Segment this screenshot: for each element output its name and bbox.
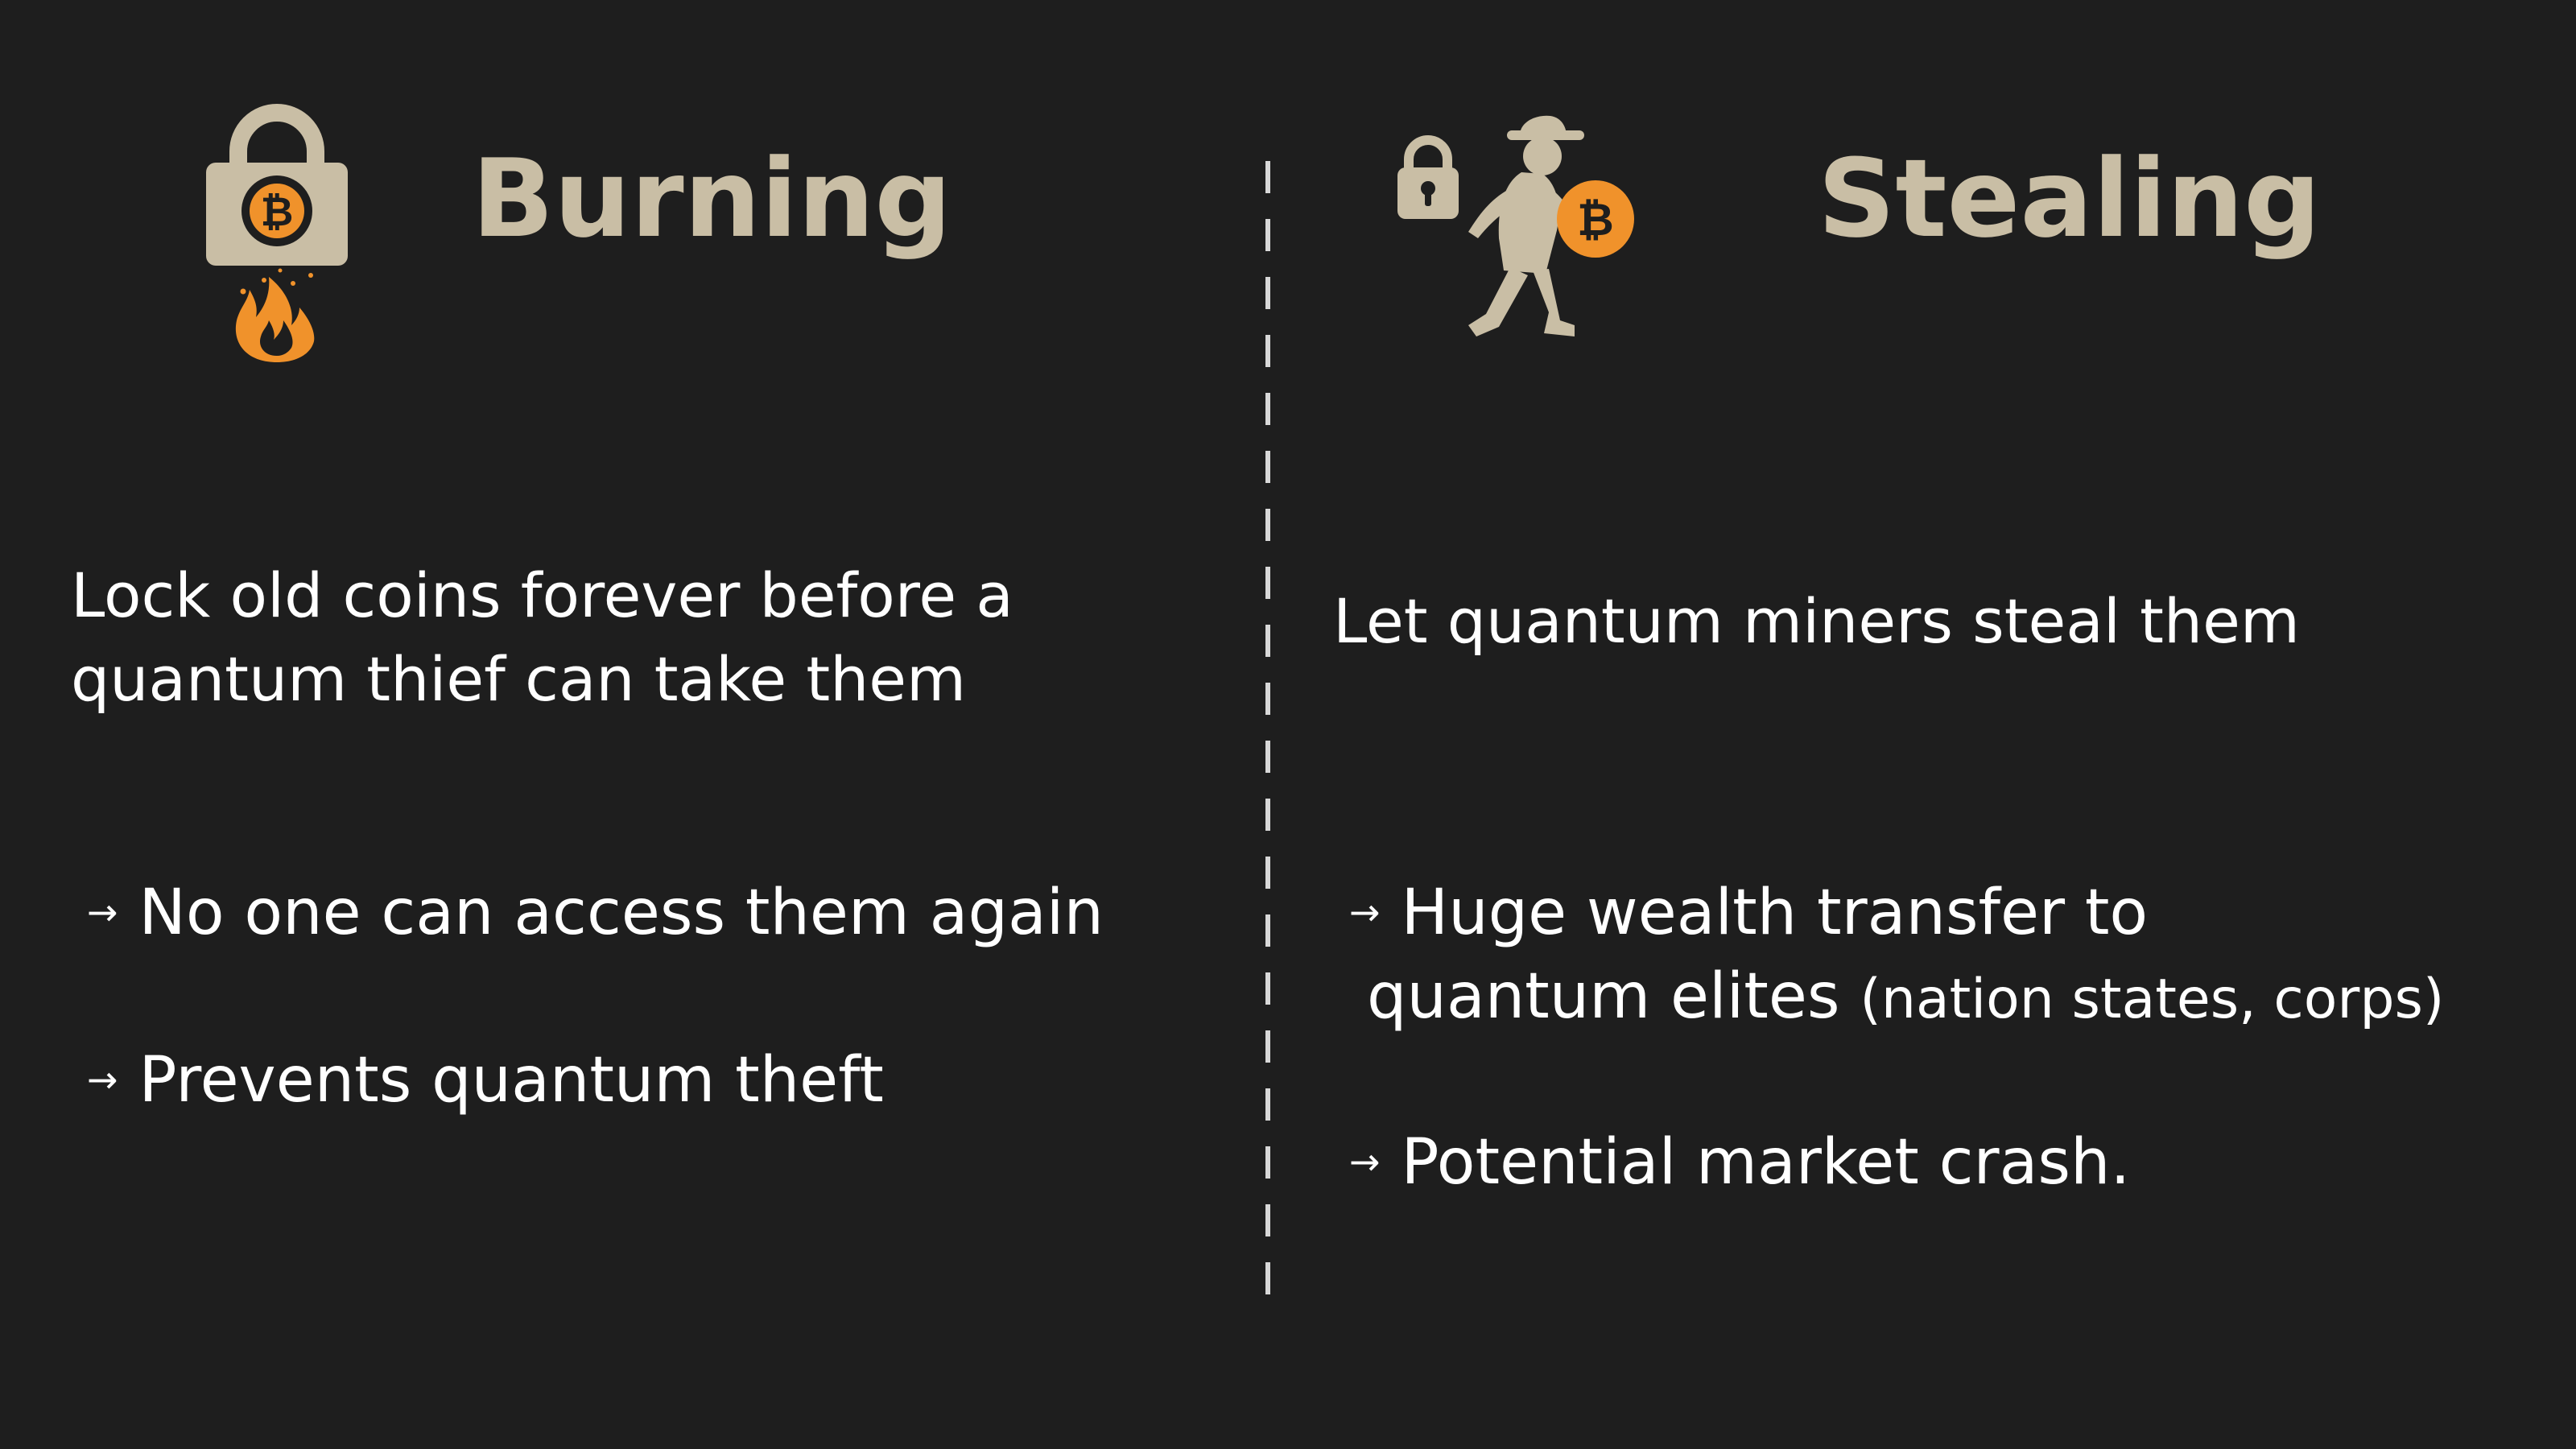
svg-text:₿: ₿ (1577, 194, 1614, 246)
stealing-bullet-1: → Huge wealth transfer to (1349, 871, 2148, 959)
stealing-bullet-1-note: (nation states, corps) (1860, 968, 2445, 1031)
thief-with-bitcoin-icon: ₿ (1397, 115, 1634, 336)
stealing-description: Let quantum miners steal them (1333, 585, 2300, 657)
stealing-bullet-1-continuation: quantum elites (nation states, corps) (1367, 955, 2444, 1042)
arrow-icon: → (1349, 1139, 1381, 1183)
svg-text:₿: ₿ (261, 188, 294, 235)
arrow-icon: → (87, 890, 118, 934)
stealing-bullet-2: → Potential market crash. (1349, 1121, 2130, 1208)
stealing-bullet-1-line-1: Huge wealth transfer to (1401, 877, 2149, 949)
column-divider (1265, 161, 1270, 1296)
arrow-icon: → (1349, 890, 1381, 934)
burning-description-line-1: Lock old coins forever before a (71, 559, 1013, 631)
burning-description-line-2: quantum thief can take them (71, 643, 967, 715)
stealing-bullet-2-text: Potential market crash. (1401, 1126, 2131, 1199)
burning-bullet-1: → No one can access them again (87, 871, 1104, 959)
burning-bullet-1-text: No one can access them again (138, 877, 1104, 949)
burning-title: Burning (472, 136, 952, 262)
burning-bullet-2: → Prevents quantum theft (87, 1038, 884, 1126)
burning-bullet-2-text: Prevents quantum theft (138, 1044, 884, 1117)
burning-description: Lock old coins forever before a quantum … (71, 554, 1013, 721)
bitcoin-padlock-fire-icon: ₿ (206, 104, 348, 362)
stealing-bullet-1-line-2: quantum elites (1367, 960, 1840, 1033)
arrow-icon: → (87, 1057, 118, 1101)
stealing-title: Stealing (1818, 136, 2322, 262)
